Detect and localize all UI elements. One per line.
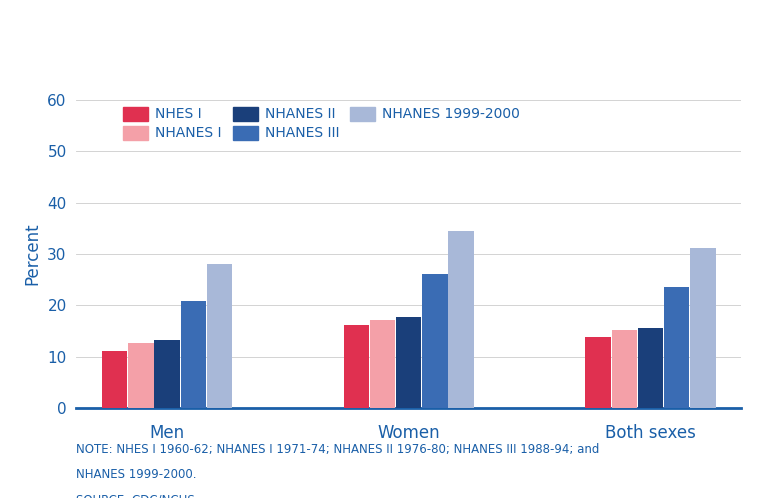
Bar [154,341,180,408]
Bar [370,320,395,408]
Bar [207,264,232,408]
Text: NHANES 1999-2000.: NHANES 1999-2000. [76,468,197,481]
Bar [690,249,716,408]
Bar [102,351,128,408]
Text: NOTE: NHES I 1960-62; NHANES I 1971-74; NHANES II 1976-80; NHANES III 1988-94; a: NOTE: NHES I 1960-62; NHANES I 1971-74; … [76,443,600,456]
Bar [180,301,206,408]
Text: SOURCE: CDC/NCHS: SOURCE: CDC/NCHS [76,493,195,498]
Bar [422,273,448,408]
Bar [448,231,474,408]
Bar [664,287,689,408]
Legend: NHES I, NHANES I, NHANES II, NHANES III, NHANES 1999-2000: NHES I, NHANES I, NHANES II, NHANES III,… [123,107,520,140]
Bar [344,325,369,408]
Bar [638,328,663,408]
Bar [585,337,610,408]
Bar [128,343,154,408]
Y-axis label: Percent: Percent [24,223,42,285]
Bar [396,317,422,408]
Bar [611,330,637,408]
